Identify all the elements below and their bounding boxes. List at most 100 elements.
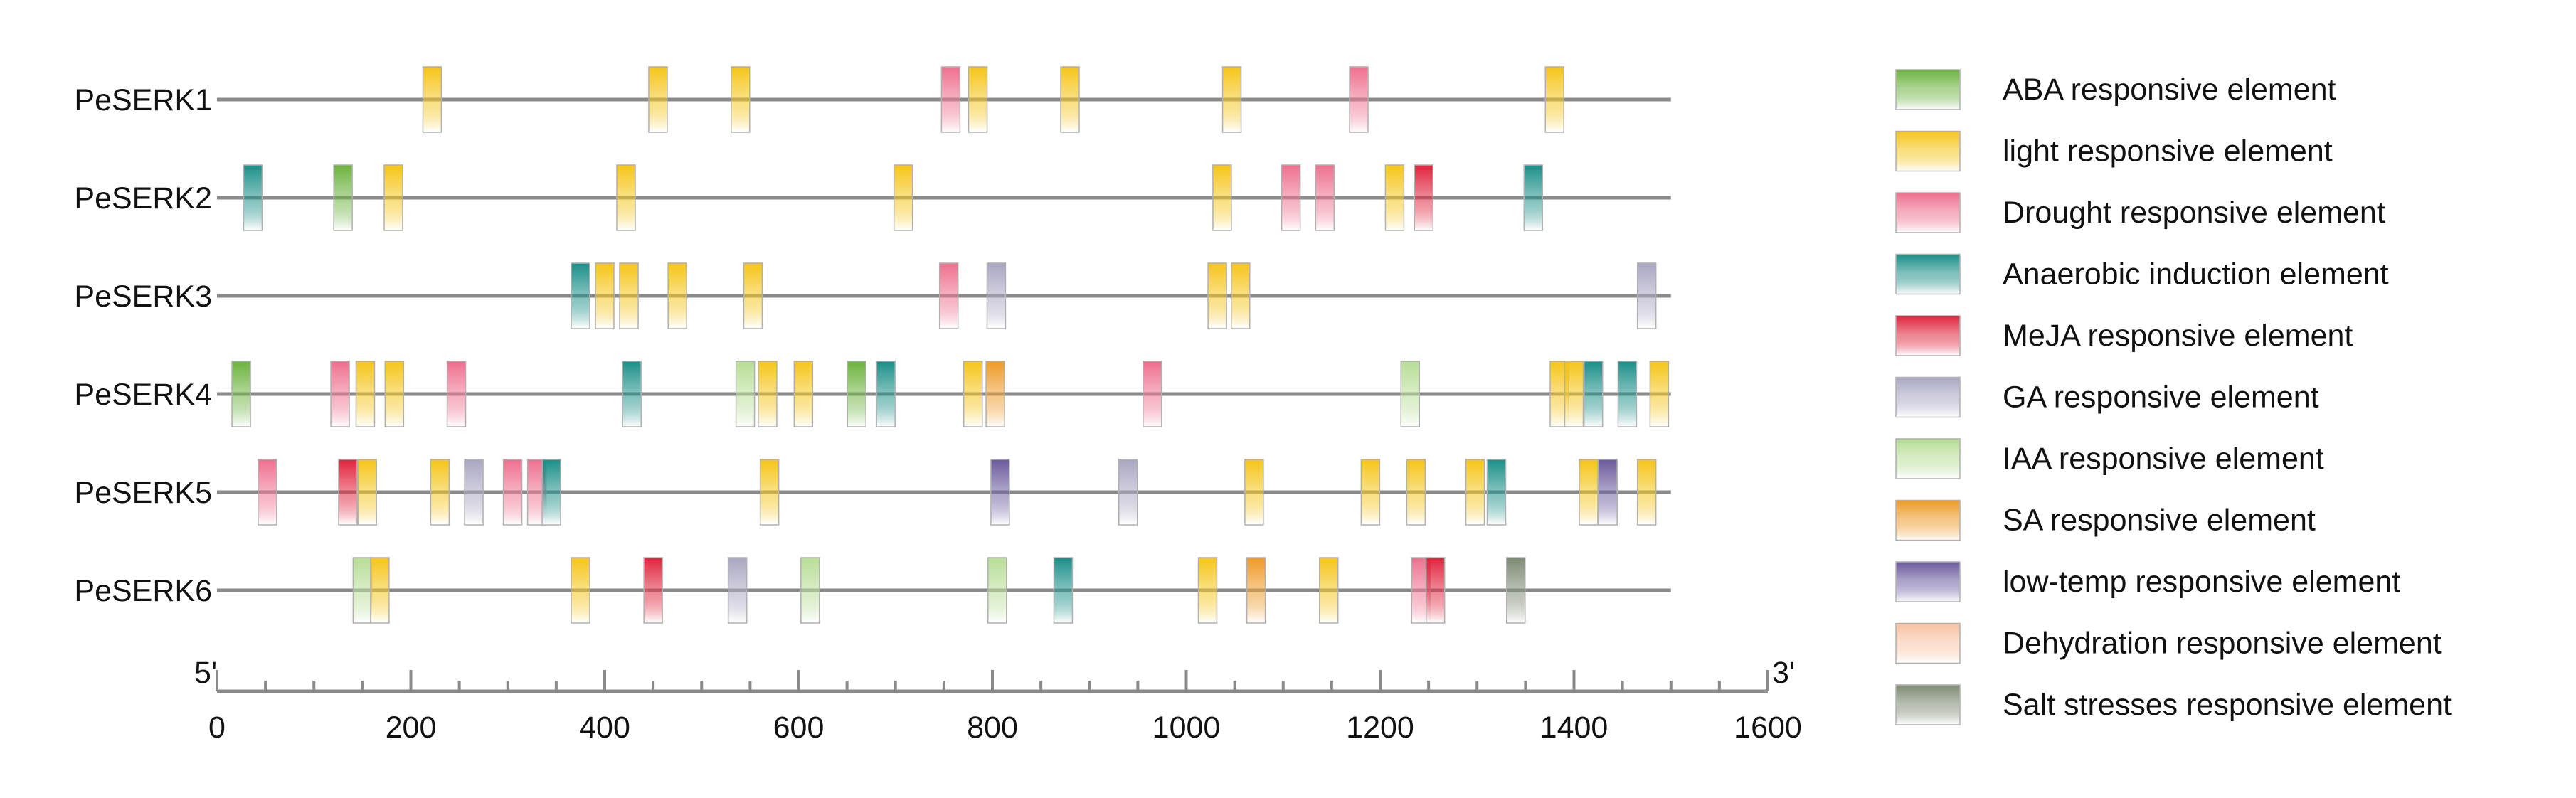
legend-item-meja: MeJA responsive element bbox=[1895, 315, 2353, 356]
element-box-light bbox=[743, 262, 763, 329]
element-box-sa bbox=[985, 361, 1005, 427]
element-box-iaa bbox=[987, 557, 1007, 624]
tick-label: 0 bbox=[208, 711, 226, 745]
element-box-anaerobic bbox=[876, 361, 896, 427]
element-box-drought bbox=[1281, 164, 1301, 231]
gene-row-peserk1: PeSERK1 bbox=[74, 66, 1671, 133]
legend-label: Dehydration responsive element bbox=[2003, 627, 2442, 661]
element-box-anaerobic bbox=[622, 361, 642, 427]
gene-row-peserk3: PeSERK3 bbox=[74, 262, 1671, 329]
gene-label: PeSERK6 bbox=[74, 574, 212, 608]
element-box-anaerobic bbox=[541, 459, 561, 526]
element-box-ga bbox=[464, 459, 484, 526]
element-box-light bbox=[571, 557, 590, 624]
element-box-light bbox=[355, 361, 376, 427]
element-box-light bbox=[1360, 459, 1381, 526]
element-box-light bbox=[1231, 262, 1251, 329]
element-box-iaa bbox=[800, 557, 820, 624]
element-box-drought bbox=[940, 66, 961, 133]
element-box-light bbox=[430, 459, 450, 526]
element-box-light bbox=[619, 262, 639, 329]
gene-row-peserk2: PeSERK2 bbox=[74, 164, 1671, 231]
legend-label: Drought responsive element bbox=[2003, 196, 2385, 230]
element-box-ga bbox=[1636, 262, 1657, 329]
legend-item-ga: GA responsive element bbox=[1895, 376, 2319, 418]
element-box-light bbox=[793, 361, 814, 427]
element-box-light bbox=[1406, 459, 1426, 526]
tick-label: 600 bbox=[773, 711, 825, 745]
tick-label: 1200 bbox=[1346, 711, 1414, 745]
legend-item-anaerobic: Anaerobic induction element bbox=[1895, 253, 2389, 295]
tick-label: 800 bbox=[967, 711, 1018, 745]
tick-label: 400 bbox=[579, 711, 630, 745]
legend-swatch bbox=[1895, 192, 1961, 233]
legend-label: IAA responsive element bbox=[2003, 442, 2324, 476]
element-box-light bbox=[667, 262, 687, 329]
element-box-lowtemp bbox=[1598, 459, 1618, 526]
gene-row-peserk5: PeSERK5 bbox=[74, 459, 1671, 526]
element-box-iaa bbox=[735, 361, 756, 427]
element-box-light bbox=[648, 66, 668, 133]
element-box-anaerobic bbox=[1584, 361, 1604, 427]
element-box-light bbox=[1319, 557, 1339, 624]
element-box-drought bbox=[330, 361, 350, 427]
element-box-iaa bbox=[352, 557, 373, 624]
element-box-light bbox=[1544, 66, 1564, 133]
element-box-light bbox=[759, 459, 780, 526]
three-prime-label: 3' bbox=[1772, 656, 1795, 690]
tick-label: 200 bbox=[386, 711, 437, 745]
legend-label: low-temp responsive element bbox=[2003, 565, 2400, 599]
element-box-light bbox=[1207, 262, 1227, 329]
legend-label: light responsive element bbox=[2003, 134, 2333, 169]
element-box-aba bbox=[847, 361, 866, 427]
element-box-light bbox=[731, 66, 751, 133]
legend-item-dehydration: Dehydration responsive element bbox=[1895, 622, 2442, 664]
gene-label: PeSERK1 bbox=[74, 83, 212, 117]
element-box-light bbox=[968, 66, 988, 133]
element-box-salt bbox=[1506, 557, 1526, 624]
legend-swatch bbox=[1895, 69, 1961, 110]
legend-swatch bbox=[1895, 315, 1961, 356]
legend: ABA responsive element light responsive e… bbox=[1895, 69, 2452, 725]
element-box-light bbox=[963, 361, 983, 427]
element-box-drought bbox=[446, 361, 467, 427]
legend-label: GA responsive element bbox=[2003, 381, 2319, 415]
element-box-anaerobic bbox=[1486, 459, 1507, 526]
element-box-ga bbox=[727, 557, 748, 624]
element-box-anaerobic bbox=[571, 262, 590, 329]
element-box-light bbox=[1221, 66, 1242, 133]
element-box-iaa bbox=[1400, 361, 1420, 427]
element-box-meja bbox=[338, 459, 358, 526]
element-box-light bbox=[1244, 459, 1264, 526]
element-box-ga bbox=[1118, 459, 1138, 526]
gene-label: PeSERK3 bbox=[74, 280, 212, 314]
legend-swatch bbox=[1895, 561, 1961, 602]
legend-swatch bbox=[1895, 376, 1961, 418]
element-box-light bbox=[1564, 361, 1584, 427]
element-box-light bbox=[1636, 459, 1657, 526]
gene-row-peserk6: PeSERK6 bbox=[74, 557, 1671, 624]
element-box-drought bbox=[502, 459, 523, 526]
gene-label: PeSERK2 bbox=[74, 181, 212, 216]
element-box-light bbox=[893, 164, 913, 231]
element-box-drought bbox=[1143, 361, 1162, 427]
element-box-light bbox=[1465, 459, 1485, 526]
legend-label: ABA responsive element bbox=[2003, 73, 2336, 107]
element-box-lowtemp bbox=[990, 459, 1010, 526]
legend-swatch bbox=[1895, 438, 1961, 479]
element-box-drought bbox=[1349, 66, 1369, 133]
element-box-anaerobic bbox=[1053, 557, 1074, 624]
element-box-meja bbox=[1414, 164, 1434, 231]
element-box-light bbox=[370, 557, 390, 624]
element-box-light bbox=[357, 459, 377, 526]
genes-layer: PeSERK1 PeSERK2 PeSERK3 PeSERK4 PeSERK5 PeSER… bbox=[74, 66, 1671, 624]
element-box-drought bbox=[938, 262, 959, 329]
element-box-light bbox=[384, 361, 405, 427]
element-box-light bbox=[383, 164, 403, 231]
legend-item-light: light responsive element bbox=[1895, 130, 2333, 172]
legend-item-drought: Drought responsive element bbox=[1895, 192, 2385, 233]
gene-label: PeSERK5 bbox=[74, 476, 212, 510]
element-box-anaerobic bbox=[1617, 361, 1638, 427]
five-prime-label: 5' bbox=[194, 656, 217, 690]
